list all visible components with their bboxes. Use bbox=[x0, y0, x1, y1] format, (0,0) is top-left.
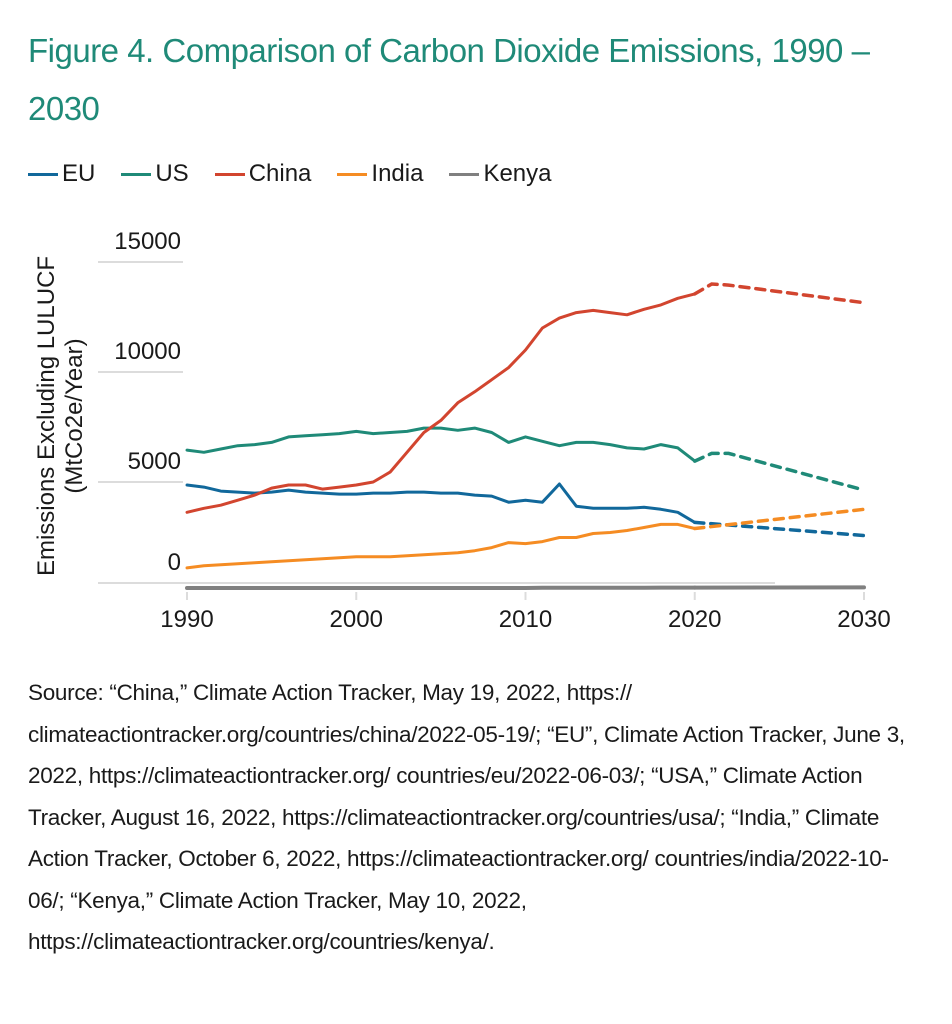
x-tick-label: 2000 bbox=[330, 606, 383, 633]
legend-swatch bbox=[121, 172, 152, 176]
chart-legend: EU US China India Kenya bbox=[28, 160, 578, 188]
legend-swatch bbox=[28, 172, 58, 176]
legend-item-eu: EU bbox=[28, 160, 95, 188]
y-tick-label: 0 bbox=[168, 549, 181, 576]
x-tick-label: 2010 bbox=[499, 606, 552, 633]
legend-item-us: US bbox=[121, 160, 189, 188]
legend-swatch bbox=[214, 172, 245, 176]
y-axis-title-line2: (MtCo2e/Year) bbox=[61, 338, 88, 493]
y-tick-label: 10000 bbox=[114, 338, 181, 365]
legend-item-china: China bbox=[214, 160, 312, 188]
y-axis-title-line1: Emissions Excluding LULUCF bbox=[33, 256, 60, 576]
legend-swatch bbox=[449, 172, 480, 176]
y-tick-label: 15000 bbox=[114, 228, 181, 255]
series-line-us-historical bbox=[185, 426, 697, 463]
series-line-china-historical bbox=[185, 292, 697, 514]
x-axis: 1990 2000 2010 2020 2030 bbox=[160, 592, 891, 633]
legend-label: Kenya bbox=[483, 160, 552, 187]
legend-swatch bbox=[337, 172, 368, 176]
legend-label: India bbox=[371, 160, 424, 187]
legend-label: US bbox=[155, 160, 189, 187]
line-chart: Emissions Excluding LULUCF (MtCo2e/Year)… bbox=[33, 228, 891, 633]
series-line-india-historical bbox=[185, 522, 697, 570]
y-axis-title: Emissions Excluding LULUCF (MtCo2e/Year) bbox=[33, 256, 88, 576]
series-lines bbox=[185, 282, 866, 590]
source-note: Source: “China,” Climate Action Tracker,… bbox=[28, 680, 905, 954]
series-line-us-projection bbox=[693, 451, 866, 492]
y-tick-label: 5000 bbox=[128, 448, 181, 475]
y-axis-ticks: 0 5000 10000 15000 bbox=[114, 228, 181, 576]
legend-item-kenya: Kenya bbox=[449, 160, 552, 188]
series-line-eu-projection bbox=[693, 520, 866, 538]
x-tick-label: 2030 bbox=[837, 606, 890, 633]
x-tick-label: 1990 bbox=[160, 606, 213, 633]
chart-title: Figure 4. Comparison of Carbon Dioxide E… bbox=[28, 32, 870, 127]
series-line-eu-historical bbox=[185, 482, 697, 524]
legend-label: China bbox=[248, 160, 312, 187]
gridlines bbox=[98, 261, 775, 584]
x-tick-label: 2020 bbox=[668, 606, 721, 633]
series-line-china-projection bbox=[693, 282, 866, 305]
legend-label: EU bbox=[62, 160, 96, 187]
series-line-india-projection bbox=[693, 507, 866, 531]
legend-item-india: India bbox=[337, 160, 423, 188]
